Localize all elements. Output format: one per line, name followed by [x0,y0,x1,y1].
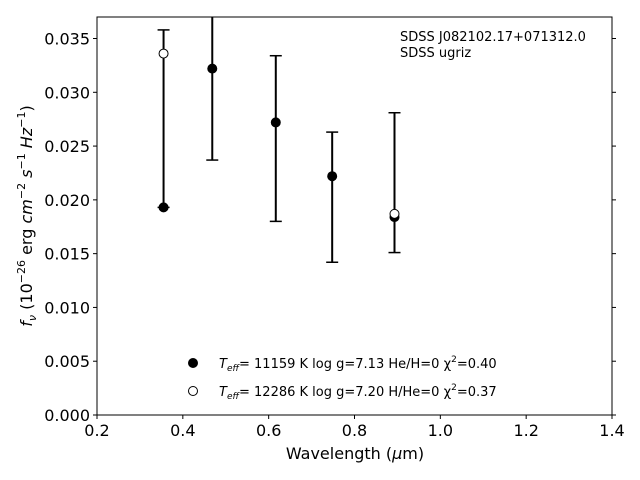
data-point-open [389,208,400,219]
legend-marker-filled [188,358,198,368]
axis-ticks: 0.2 0.4 0.6 0.8 1.0 1.2 1.4 0.000 0.005 0.010 0.01… [44,30,625,440]
x-axis-label: Wavelength (μm) [286,444,424,463]
legend-marker-open [188,386,198,396]
y-tick-label: 0.030 [44,83,90,102]
legend1-t: T [219,357,228,372]
data-point-filled [207,63,218,74]
x-tick-label: 0.6 [256,421,281,440]
data-point-filled [270,117,281,128]
x-tick-label: 1.0 [428,421,453,440]
x-axis-label-main: Wavelength ( [286,444,392,463]
y-tick-label: 0.020 [44,191,90,210]
clipped-marks [157,17,401,264]
legend1-mid: = 11159 K log g=7.13 He/H=0 χ [239,357,452,372]
y-label-exp1: −26 [15,260,28,283]
x-axis-label-unit: m) [402,444,424,463]
y-label-erg: erg [17,224,36,260]
data-point-filled [158,202,169,213]
y-tick-label: 0.000 [44,406,90,425]
y-label-s: s [17,170,36,183]
x-tick-label: 0.2 [84,421,109,440]
y-label-cm: cm [17,199,36,223]
y-tick-label: 0.005 [44,352,90,371]
y-label-exp2: −2 [15,183,28,199]
y-label-nu: ν [26,315,39,321]
y-tick-label: 0.025 [44,137,90,156]
y-label-close: ) [17,105,36,111]
legend1-end: =0.40 [457,357,497,372]
legend2-sup: 2 [451,383,457,393]
legend1-sup: 2 [451,355,457,365]
legend2-mid: = 12286 K log g=7.20 H/He=0 χ [239,385,452,400]
legend1-sub: eff [227,364,241,374]
data-point-open [158,48,169,59]
y-label-open: (10 [17,283,36,315]
plot-marks [157,17,401,264]
x-axis-label-mu: μ [391,444,402,463]
plot-frame [96,16,613,416]
annotation-survey: SDSS ugriz [400,46,471,61]
x-tick-label: 0.4 [170,421,195,440]
legend: Teff= 11159 K log g=7.13 He/H=0 χ2=0.40 … [188,355,497,402]
legend2-end: =0.37 [457,385,497,400]
annotation-object-name: SDSS J082102.17+071312.0 [400,30,586,45]
y-axis-label: fν (10−26 erg cm−2 s−1 Hz−1) [15,105,39,326]
legend-label-2: Teff= 12286 K log g=7.20 H/He=0 χ2=0.37 [219,383,497,402]
y-label-hz: Hz [17,127,36,153]
x-tick-label: 1.4 [599,421,624,440]
y-label-f: f [17,319,36,327]
y-label-exp3: −1 [15,153,28,169]
legend2-sub: eff [227,392,241,402]
data-point-filled [327,171,338,182]
y-tick-label: 0.010 [44,298,90,317]
legend2-t: T [219,385,228,400]
y-label-exp4: −1 [15,112,28,128]
x-tick-label: 0.8 [342,421,367,440]
y-tick-label: 0.035 [44,30,90,49]
x-tick-label: 1.2 [513,421,538,440]
y-tick-label: 0.015 [44,245,90,264]
legend-label-1: Teff= 11159 K log g=7.13 He/H=0 χ2=0.40 [219,355,497,374]
